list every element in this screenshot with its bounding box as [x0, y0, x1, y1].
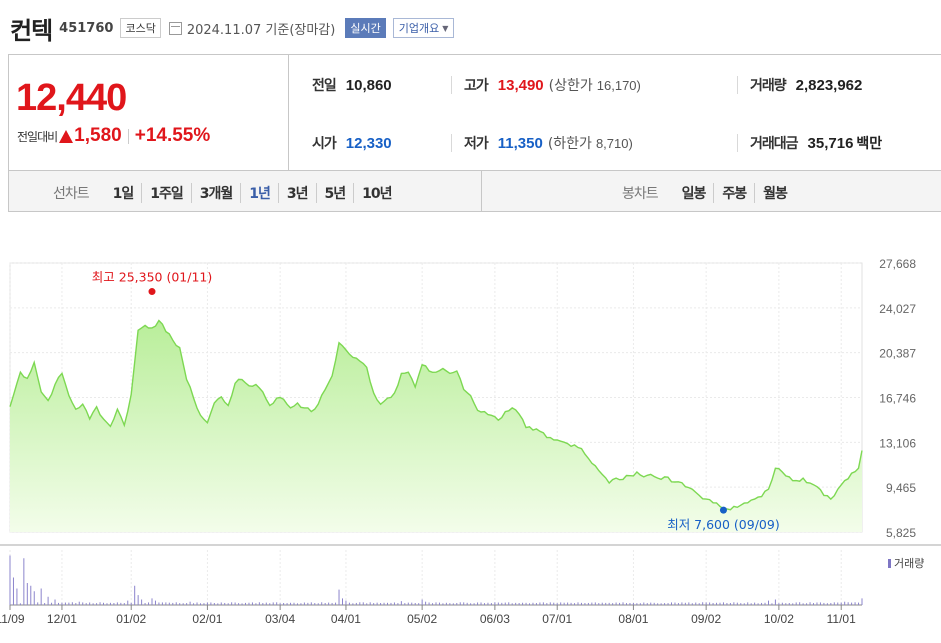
- divider: [737, 76, 738, 94]
- realtime-button[interactable]: 실시간: [345, 18, 386, 38]
- candle-chart-label: 봉차트: [622, 186, 659, 202]
- x-tick-label: 05/02: [407, 612, 437, 626]
- chevron-down-icon: ▼: [442, 23, 449, 33]
- x-tick-label: 01/02: [116, 612, 146, 626]
- price-area: [10, 320, 862, 532]
- current-price-panel: 12,440 전일대비 1,580 +14.55%: [8, 55, 289, 170]
- price-line: [9, 319, 863, 511]
- company-overview-dropdown[interactable]: 기업개요 ▼: [392, 18, 455, 38]
- y-tick-label: 16,746: [879, 392, 916, 406]
- tab-daily[interactable]: 일봉: [681, 186, 707, 202]
- lower-limit-value: 8,710): [595, 136, 633, 151]
- tab-1d[interactable]: 1일: [112, 186, 135, 202]
- low-marker: [719, 506, 727, 514]
- stat-value: 13,490: [497, 77, 544, 94]
- divider: [451, 76, 452, 94]
- stat-low: 저가 11,350 (하한가 8,710): [464, 133, 633, 153]
- divider: [451, 134, 452, 152]
- tab-1w[interactable]: 1주일: [141, 183, 191, 203]
- low-annotation: 최저 7,600 (09/09): [667, 517, 780, 532]
- change-rate: +14.55%: [134, 125, 211, 146]
- change-row: 전일대비 1,580 +14.55%: [17, 125, 210, 147]
- up-triangle-icon: [59, 129, 74, 143]
- volume-legend: 거래량: [888, 555, 924, 571]
- current-price: 12,440: [16, 77, 127, 119]
- tab-1y[interactable]: 1년: [240, 183, 278, 203]
- high-annotation: 최고 25,350 (01/11): [92, 270, 212, 285]
- stat-label: 저가: [464, 136, 489, 152]
- stat-value: 12,330: [345, 135, 392, 152]
- base-date: 2024.11.07 기준(장마감): [186, 22, 336, 38]
- line-chart-tabs: 선차트 1일 1주일 3개월 1년 3년 5년 10년: [53, 183, 400, 203]
- divider: [127, 128, 129, 144]
- stat-prev: 전일 10,860: [312, 75, 392, 95]
- high-marker: [148, 288, 156, 296]
- x-tick-label: 07/01: [542, 612, 572, 626]
- y-tick-label: 9,465: [886, 481, 916, 495]
- x-tick-label: 09/02: [691, 612, 721, 626]
- stat-label: 거래량: [750, 78, 787, 94]
- x-tick-label: 10/02: [764, 612, 794, 626]
- upper-limit-label: (상한가: [548, 78, 593, 94]
- stat-value: 2,823,962: [795, 77, 863, 94]
- candle-chart-tabs: 봉차트 일봉 주봉 월봉: [622, 183, 795, 203]
- tab-3m[interactable]: 3개월: [190, 183, 241, 203]
- x-tick-label: 03/04: [265, 612, 295, 626]
- stock-header: 컨텍 451760 코스닥 2024.11.07 기준(장마감) 실시간 기업개…: [10, 10, 455, 46]
- stat-open: 시가 12,330: [312, 133, 392, 153]
- x-tick-label: 11/09: [0, 612, 25, 626]
- volume-legend-swatch: [888, 558, 891, 568]
- stat-value: 35,716: [807, 135, 854, 152]
- y-tick-label: 5,825: [886, 526, 916, 540]
- stat-label: 시가: [312, 136, 337, 152]
- stat-label: 거래대금: [750, 136, 799, 152]
- y-tick-label: 20,387: [879, 347, 916, 361]
- tab-10y[interactable]: 10년: [353, 183, 399, 203]
- change-value: 1,580: [74, 125, 122, 146]
- divider: [737, 134, 738, 152]
- calendar-icon: [168, 21, 182, 35]
- x-tick-label: 12/01: [47, 612, 77, 626]
- stock-name: 컨텍: [10, 16, 53, 45]
- chart-tab-bar: 선차트 1일 1주일 3개월 1년 3년 5년 10년 봉차트 일봉 주봉 월봉: [8, 171, 941, 212]
- stat-amount: 거래대금 35,716 백만: [750, 133, 882, 153]
- x-tick-label: 02/01: [192, 612, 222, 626]
- change-label: 전일대비: [17, 129, 58, 144]
- volume-legend-label: 거래량: [894, 557, 925, 570]
- x-tick-label: 11/01: [827, 612, 856, 626]
- upper-limit-value: 16,170): [596, 78, 641, 93]
- x-tick-label: 08/01: [618, 612, 648, 626]
- stat-value: 11,350: [497, 135, 543, 152]
- line-chart-label: 선차트: [53, 186, 90, 202]
- stat-volume: 거래량 2,823,962: [750, 75, 862, 95]
- tab-weekly[interactable]: 주봉: [713, 183, 754, 203]
- price-summary: 12,440 전일대비 1,580 +14.55% 전일 10,860 고가 1…: [8, 54, 941, 171]
- price-chart[interactable]: 27,668 24,027 20,387 16,746 13,106 9,465 5,825…: [0, 240, 941, 643]
- divider: [481, 171, 482, 211]
- x-tick-label: 06/03: [480, 612, 510, 626]
- stat-value: 10,860: [345, 77, 392, 94]
- tab-3y[interactable]: 3년: [277, 183, 316, 203]
- x-tick-label: 04/01: [331, 612, 361, 626]
- stat-high: 고가 13,490 (상한가 16,170): [464, 75, 641, 95]
- stat-label: 고가: [464, 78, 489, 94]
- stock-code: 451760: [59, 20, 114, 36]
- y-tick-label: 13,106: [879, 436, 916, 450]
- market-badge: 코스닥: [120, 18, 161, 38]
- y-tick-label: 27,668: [879, 257, 916, 271]
- stat-label: 전일: [312, 78, 337, 94]
- tab-5y[interactable]: 5년: [315, 183, 354, 203]
- amount-unit: 백만: [856, 136, 883, 152]
- company-overview-label: 기업개요: [398, 22, 440, 35]
- y-tick-label: 24,027: [879, 302, 916, 316]
- lower-limit-label: (하한가: [547, 136, 592, 152]
- tab-monthly[interactable]: 월봉: [754, 183, 795, 203]
